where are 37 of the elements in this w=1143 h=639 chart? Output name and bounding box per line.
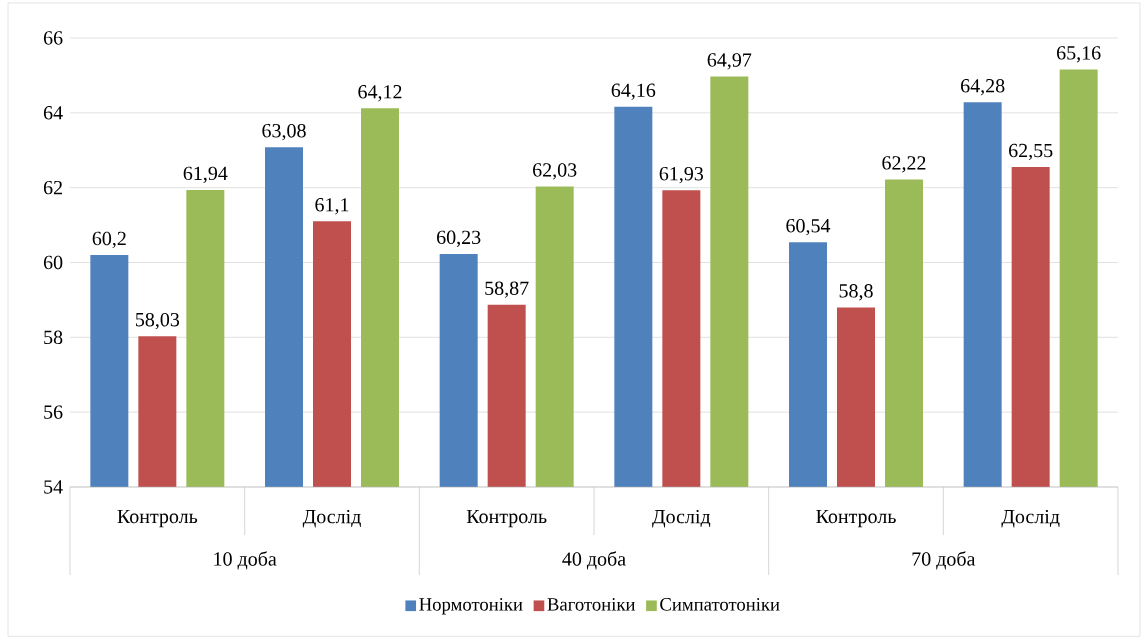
text: 40 доба bbox=[562, 551, 626, 570]
data-label: 62,22 bbox=[882, 156, 926, 173]
legend-label: Нормотоніки bbox=[419, 598, 523, 615]
legend-label: Симпатотоніки bbox=[660, 598, 780, 611]
data-label: 62,55 bbox=[1009, 143, 1053, 161]
data-label: 64,12 bbox=[358, 85, 402, 102]
data-label: 64,16 bbox=[611, 83, 656, 100]
y-tick-label: 58 bbox=[44, 330, 63, 345]
x-tick-label: Дослід bbox=[652, 509, 711, 528]
data-label: 64,97 bbox=[707, 53, 752, 70]
data-label: 61,94 bbox=[183, 166, 228, 183]
data-label: 64,28 bbox=[961, 79, 1005, 96]
data-label: 60,54 bbox=[786, 218, 831, 236]
data-label: 58,8 bbox=[839, 284, 873, 301]
y-tick-label: 60 bbox=[43, 255, 63, 270]
y-tick-label: 62 bbox=[43, 180, 62, 195]
data-label: 61,93 bbox=[659, 167, 704, 184]
y-tick-label: 66 bbox=[43, 31, 63, 45]
data-label: 60,2 bbox=[92, 231, 126, 249]
data-label: 65,16 bbox=[1057, 46, 1101, 63]
x-tick-label: Контроль bbox=[816, 509, 896, 528]
legend-label: Ваготоніки bbox=[547, 598, 636, 611]
x-tick-label: Дослід bbox=[302, 509, 361, 528]
data-label: 60,23 bbox=[437, 230, 481, 247]
data-label: 63,08 bbox=[262, 123, 306, 141]
data-label: 58,03 bbox=[136, 312, 180, 330]
x-tick-label: Контроль bbox=[466, 509, 547, 528]
data-label: 58,87 bbox=[485, 281, 529, 298]
x-tick-label: Контроль bbox=[117, 509, 198, 528]
y-tick-label: 56 bbox=[44, 405, 63, 419]
data-label: 62,03 bbox=[533, 163, 577, 180]
text: 70 доба bbox=[912, 551, 976, 570]
y-tick-label: 64 bbox=[43, 106, 63, 120]
text: 10 доба bbox=[214, 551, 277, 570]
data-label: 61,1 bbox=[315, 198, 349, 215]
x-tick-label: Дослід bbox=[1001, 509, 1060, 528]
y-tick-label: 54 bbox=[44, 480, 63, 494]
